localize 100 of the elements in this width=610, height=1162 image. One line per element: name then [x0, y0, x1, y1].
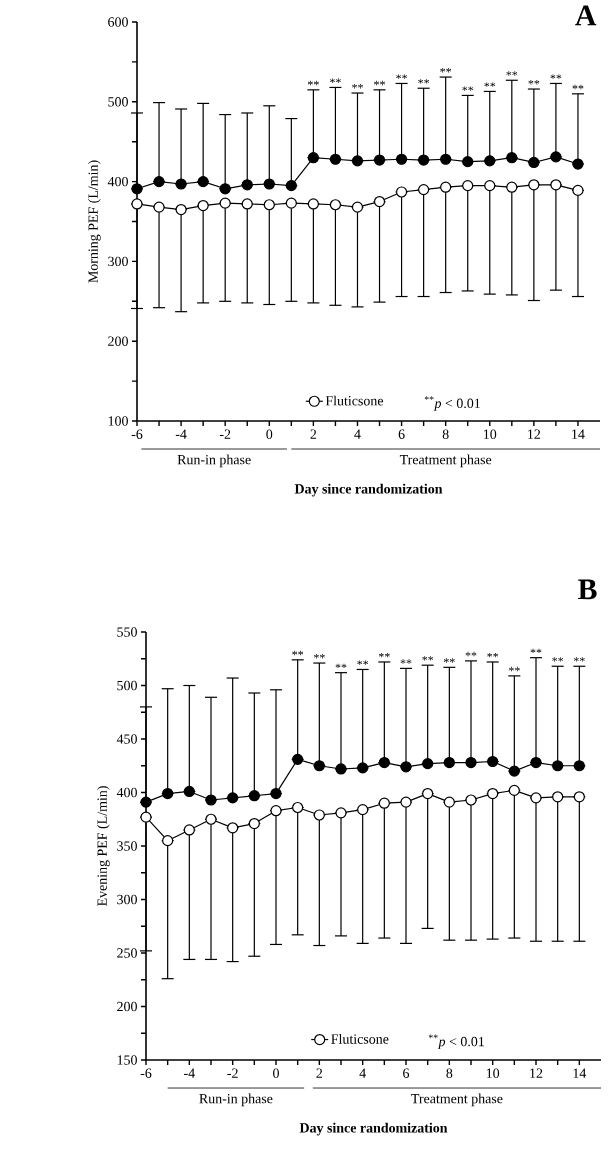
x-tick-label: 4 — [354, 429, 361, 439]
annotation: ** — [465, 651, 477, 657]
annotation: ** — [440, 68, 452, 73]
annotation: ** — [530, 648, 542, 654]
point — [487, 787, 499, 800]
annotation: ** — [506, 71, 518, 76]
point — [219, 183, 231, 195]
point — [197, 199, 209, 212]
point — [484, 180, 496, 192]
point — [373, 195, 386, 208]
annotation: ** — [418, 79, 430, 84]
point — [183, 824, 195, 836]
annotation: ** — [572, 84, 584, 90]
y-tick-label: 250 — [117, 948, 137, 958]
x-tick-label: -6 — [140, 1068, 152, 1078]
x-tick-label: 0 — [273, 1068, 279, 1078]
annotation: ** — [487, 652, 499, 658]
x-tick-label: 2 — [310, 429, 317, 439]
point — [153, 201, 165, 213]
point — [248, 790, 260, 802]
point — [573, 791, 585, 803]
point — [197, 176, 209, 188]
point — [572, 184, 584, 196]
point — [153, 176, 165, 188]
point — [530, 792, 542, 804]
y-tick-label: 500 — [108, 97, 128, 107]
chart-title: B — [578, 579, 597, 600]
annotation: $^{**}$p < 0.01 — [424, 396, 480, 411]
annotation: ** — [378, 652, 390, 658]
x-tick-label: 12 — [528, 429, 541, 439]
legend-label: Fluticsone — [331, 1033, 389, 1044]
point — [378, 756, 390, 769]
point — [292, 753, 304, 765]
y-axis-title: Evening PEF (L/min) — [97, 786, 110, 907]
point — [131, 198, 143, 210]
point — [550, 151, 562, 163]
point — [462, 180, 474, 192]
point — [443, 756, 455, 769]
point — [219, 197, 231, 209]
point — [205, 794, 217, 806]
text: Run-in phase — [199, 1093, 273, 1107]
point — [175, 203, 187, 216]
point — [162, 835, 174, 847]
point — [227, 792, 239, 804]
point — [357, 762, 369, 774]
point — [227, 822, 239, 834]
y-tick-label: 400 — [116, 787, 137, 798]
point — [307, 152, 319, 164]
point — [263, 178, 275, 190]
annotation: ** — [396, 74, 407, 79]
point — [351, 201, 364, 213]
point — [440, 153, 452, 165]
point — [307, 198, 319, 210]
annotation: ** — [357, 660, 369, 665]
point — [205, 813, 217, 825]
y-tick-label: 300 — [108, 256, 128, 267]
x-tick-label: 4 — [359, 1068, 366, 1078]
point — [487, 755, 499, 768]
y-tick-label: 350 — [117, 841, 137, 851]
x-tick-label: -4 — [175, 429, 187, 439]
point — [528, 156, 540, 169]
point — [422, 758, 434, 770]
point — [241, 179, 253, 191]
point — [241, 198, 253, 210]
point — [552, 760, 564, 772]
point — [443, 796, 455, 808]
annotation: ** — [422, 656, 434, 661]
annotation: ** — [550, 74, 562, 79]
y-tick-label: 500 — [117, 680, 137, 691]
annotation: ** — [462, 86, 474, 91]
point — [484, 155, 496, 167]
point — [270, 787, 282, 800]
point — [418, 154, 430, 166]
annotation: ** — [374, 80, 385, 86]
point — [440, 181, 452, 193]
annotation: ** — [313, 654, 325, 659]
point — [329, 199, 342, 211]
y-tick-label: 200 — [117, 1001, 137, 1012]
annotation: $^{**}$p < 0.01 — [428, 1034, 484, 1050]
point — [131, 183, 143, 195]
annotation: ** — [528, 80, 540, 85]
point — [292, 801, 304, 814]
point — [506, 152, 518, 164]
x-tick-label: 8 — [446, 1068, 453, 1078]
point — [263, 199, 275, 211]
point — [335, 763, 347, 775]
x-tick-label: -4 — [184, 1068, 195, 1078]
point — [400, 796, 412, 808]
annotation: ** — [400, 659, 412, 664]
x-tick-label: 10 — [486, 1068, 500, 1078]
x-tick-label: 6 — [398, 429, 405, 439]
point — [530, 756, 542, 769]
annotation: ** — [330, 78, 341, 83]
y-tick-label: 400 — [107, 176, 128, 187]
annotation: ** — [552, 657, 564, 662]
x-tick-label: 6 — [403, 1068, 410, 1078]
annotation: ** — [307, 80, 319, 86]
point — [357, 804, 369, 816]
x-tick-label: 14 — [573, 1068, 587, 1078]
point — [351, 155, 364, 167]
